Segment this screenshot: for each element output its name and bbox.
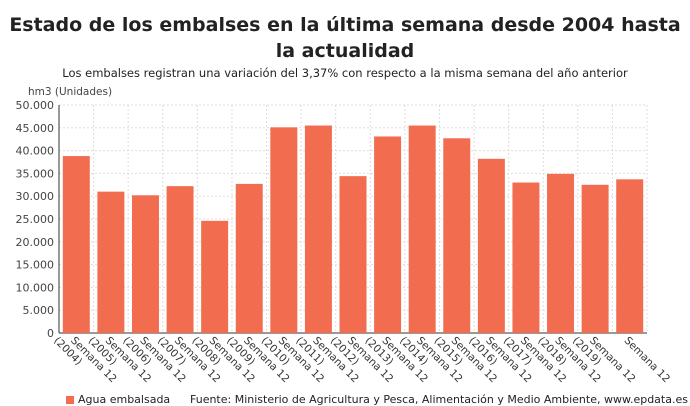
bar bbox=[581, 184, 609, 333]
legend: Agua embalsada bbox=[66, 393, 170, 406]
y-axis-label: hm3 (Unidades) bbox=[28, 86, 113, 98]
bar bbox=[201, 220, 229, 333]
y-tick-label: 5.000 bbox=[23, 304, 55, 317]
bar bbox=[616, 179, 644, 333]
bar bbox=[131, 195, 159, 333]
bar bbox=[270, 127, 298, 334]
y-tick-label: 25.000 bbox=[16, 213, 55, 226]
y-tick-label: 50.000 bbox=[16, 99, 55, 112]
legend-label: Agua embalsada bbox=[78, 393, 171, 406]
bar bbox=[304, 125, 332, 334]
y-tick-label: 20.000 bbox=[16, 236, 55, 249]
y-tick-label: 45.000 bbox=[16, 122, 55, 135]
bar bbox=[547, 173, 575, 333]
bar bbox=[62, 156, 90, 333]
bar bbox=[443, 138, 471, 333]
bar bbox=[374, 136, 402, 333]
chart-title: Estado de los embalses en la última sema… bbox=[9, 14, 681, 62]
y-tick-label: 40.000 bbox=[16, 145, 55, 158]
bar bbox=[477, 158, 505, 333]
y-tick-label: 0 bbox=[47, 327, 54, 340]
bar bbox=[408, 125, 436, 334]
source-note: Fuente: Ministerio de Agricultura y Pesc… bbox=[190, 393, 688, 406]
legend-swatch bbox=[66, 395, 74, 404]
bar bbox=[97, 191, 125, 333]
y-tick-label: 10.000 bbox=[16, 281, 55, 294]
bar bbox=[339, 176, 367, 333]
chart-subtitle: Los embalses registran una variación del… bbox=[62, 66, 628, 80]
y-tick-label: 35.000 bbox=[16, 167, 55, 180]
bar bbox=[166, 186, 194, 333]
y-tick-label: 30.000 bbox=[16, 190, 55, 203]
bar bbox=[235, 183, 263, 333]
bar bbox=[512, 182, 540, 333]
y-tick-label: 15.000 bbox=[16, 259, 55, 272]
